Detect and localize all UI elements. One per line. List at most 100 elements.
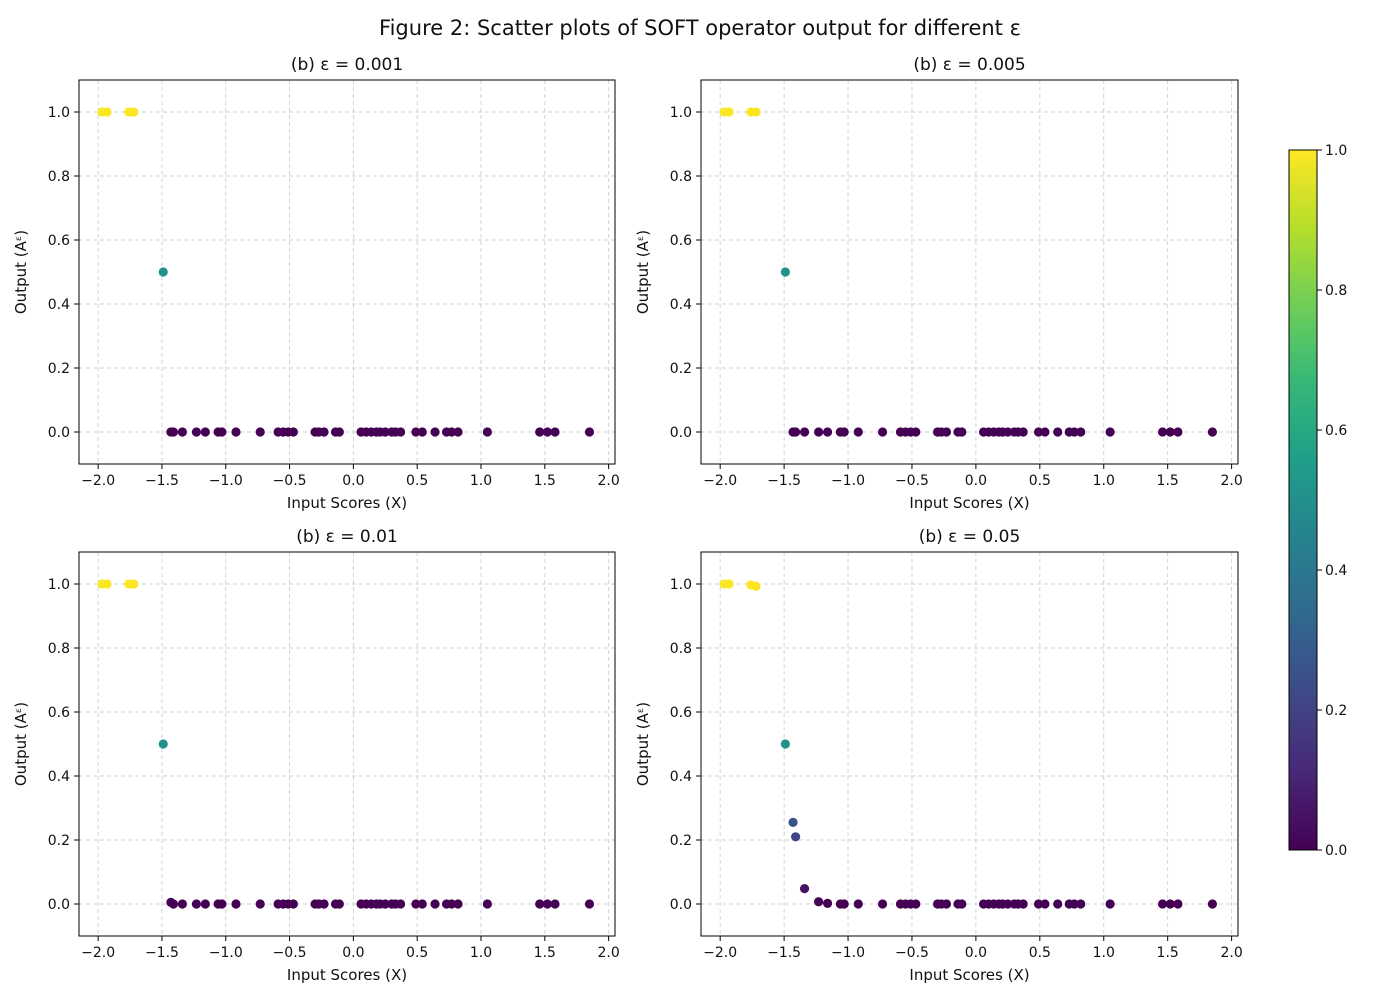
colorbar-bar — [1288, 149, 1318, 851]
x-tick-label: 1.0 — [1093, 473, 1115, 489]
panel-title: (b) ε = 0.005 — [913, 55, 1025, 75]
x-tick-label: −1.0 — [831, 945, 865, 961]
y-tick-label: 0.4 — [670, 297, 692, 313]
data-point — [453, 427, 463, 437]
data-point — [334, 899, 344, 909]
data-point — [788, 817, 798, 828]
x-tick-label: −0.5 — [895, 473, 929, 489]
y-tick-label: 0.0 — [48, 897, 70, 913]
data-point — [255, 899, 265, 909]
colorbar-tick-label: 0.8 — [1325, 283, 1347, 299]
y-axis-label: Output (Aᵋ) — [12, 702, 30, 786]
data-point — [380, 899, 390, 909]
data-point — [550, 899, 560, 909]
data-point — [255, 427, 265, 437]
x-tick-label: 1.0 — [470, 473, 492, 489]
data-point — [535, 899, 545, 909]
data-point — [288, 427, 298, 437]
data-point — [447, 899, 457, 909]
data-point — [839, 899, 849, 909]
y-axis-label: Output (Aᵋ) — [634, 702, 652, 786]
data-point — [877, 427, 888, 437]
y-tick-label: 1.0 — [48, 105, 70, 121]
data-point — [1165, 427, 1175, 437]
data-point — [822, 898, 833, 908]
colorbar-tick-label: 0.0 — [1325, 843, 1347, 859]
data-point — [814, 897, 824, 907]
data-point — [430, 427, 440, 437]
scatter-panel-1: −2.0 −1.5 −1.0 −0.5 0.0 0.5 1.0 1.5 2.0 0.0 0.2 0.4… — [12, 55, 620, 512]
data-point — [791, 427, 801, 437]
data-point — [941, 427, 952, 437]
data-point — [1053, 427, 1063, 437]
data-point — [957, 899, 967, 909]
x-tick-label: 0.0 — [965, 473, 987, 489]
x-tick-label: 0.5 — [1029, 945, 1051, 961]
x-tick-label: 1.5 — [1157, 945, 1179, 961]
data-point — [129, 107, 139, 117]
data-point — [1173, 427, 1183, 437]
x-tick-label: 0.5 — [406, 473, 428, 489]
scatter-panel-3: −2.0 −1.5 −1.0 −0.5 0.0 0.5 1.0 1.5 2.0 0.0 0.2 0.4… — [12, 527, 620, 984]
x-tick-label: −2.0 — [81, 473, 115, 489]
data-point — [158, 267, 168, 277]
data-point — [724, 107, 734, 117]
data-point — [839, 427, 849, 437]
y-tick-label: 0.8 — [48, 641, 70, 657]
data-point — [288, 899, 298, 909]
plot-frame — [700, 551, 1239, 937]
data-point — [1105, 427, 1115, 437]
data-point — [447, 427, 457, 437]
x-tick-label: −1.5 — [145, 945, 179, 961]
y-tick-label: 0.2 — [670, 833, 692, 849]
y-tick-label: 0.2 — [48, 361, 70, 377]
data-point — [319, 899, 329, 909]
data-point — [417, 899, 427, 909]
data-point — [1207, 899, 1218, 909]
y-tick-label: 0.4 — [670, 769, 692, 785]
x-tick-label: 0.0 — [342, 473, 364, 489]
y-tick-label: 1.0 — [670, 577, 692, 593]
colorbar-tick-label: 0.2 — [1325, 703, 1347, 719]
y-tick-label: 0.8 — [670, 641, 692, 657]
y-tick-label: 0.4 — [48, 297, 70, 313]
x-tick-label: −1.5 — [767, 945, 801, 961]
data-point — [334, 427, 344, 437]
x-tick-label: −2.0 — [703, 473, 737, 489]
x-tick-label: −1.5 — [145, 473, 179, 489]
data-point — [584, 427, 595, 437]
x-tick-label: 2.0 — [1220, 473, 1242, 489]
x-tick-label: −1.0 — [209, 945, 243, 961]
x-tick-label: −1.0 — [831, 473, 865, 489]
data-point — [1157, 899, 1168, 909]
y-tick-label: 0.4 — [48, 769, 70, 785]
data-point — [482, 427, 492, 437]
x-tick-label: −1.0 — [209, 473, 243, 489]
data-point — [396, 899, 406, 909]
y-tick-label: 0.2 — [48, 833, 70, 849]
data-point — [129, 579, 139, 589]
data-point — [911, 427, 921, 437]
x-axis-label: Input Scores (X) — [287, 966, 407, 984]
data-point — [411, 899, 421, 909]
x-tick-label: −1.5 — [767, 473, 801, 489]
data-point — [102, 107, 112, 117]
y-axis-label: Output (Aᵋ) — [12, 230, 30, 314]
data-point — [482, 899, 492, 909]
data-point — [411, 427, 421, 437]
data-point — [911, 899, 921, 909]
y-tick-label: 0.2 — [670, 361, 692, 377]
panel-title: (b) ε = 0.05 — [919, 527, 1021, 547]
x-tick-label: 0.0 — [965, 945, 987, 961]
x-tick-label: 0.5 — [1029, 473, 1051, 489]
colorbar-tick-label: 0.6 — [1325, 423, 1347, 439]
scatter-panel-4: −2.0 −1.5 −1.0 −0.5 0.0 0.5 1.0 1.5 2.0 0.0 0.2 0.4… — [634, 527, 1243, 984]
y-tick-label: 0.0 — [670, 425, 692, 441]
plot-frame — [78, 79, 616, 465]
data-point — [724, 579, 734, 589]
data-point — [799, 427, 810, 437]
y-tick-label: 0.6 — [48, 705, 70, 721]
y-tick-label: 0.6 — [670, 705, 692, 721]
data-point — [319, 427, 329, 437]
